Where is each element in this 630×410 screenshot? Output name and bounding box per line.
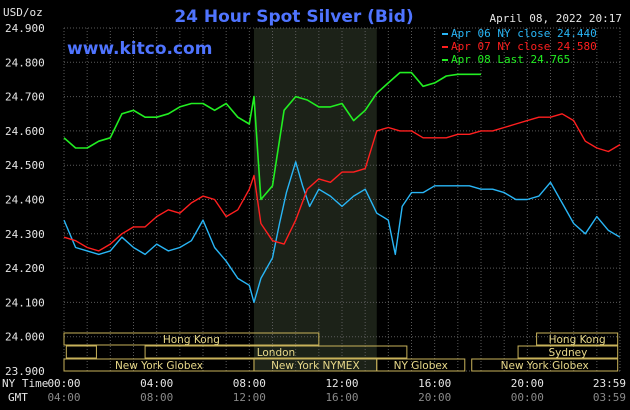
y-tick-label: 24.200 xyxy=(5,262,45,275)
legend-entry: Apr 06 NY close 24.440 xyxy=(451,27,597,40)
y-tick-label: 24.000 xyxy=(5,331,45,344)
legend-entry: Apr 08 Last 24.765 xyxy=(451,53,570,66)
x-tick-label-gmt: 12:00 xyxy=(233,391,266,404)
session-label: Hong Kong xyxy=(549,334,606,346)
y-tick-label: 24.600 xyxy=(5,125,45,138)
x-tick-label-gmt: 03:59 xyxy=(593,391,626,404)
series-line-1 xyxy=(63,161,621,304)
x-tick-label-ny: 16:00 xyxy=(418,377,451,390)
x-tick-label-gmt: 04:00 xyxy=(47,391,80,404)
x-tick-label-gmt: 20:00 xyxy=(418,391,451,404)
x-tick-label-ny: 20:00 xyxy=(511,377,544,390)
y-tick-label: 24.900 xyxy=(5,22,45,35)
y-tick-label: 24.800 xyxy=(5,56,45,69)
gmt-row-label: GMT xyxy=(8,391,28,404)
x-tick-label-gmt: 16:00 xyxy=(325,391,358,404)
website-watermark: www.kitco.com xyxy=(67,39,212,59)
unit-label: USD/oz xyxy=(3,6,43,19)
session-bar xyxy=(65,345,97,359)
y-tick-label: 24.400 xyxy=(5,194,45,207)
x-tick-label-ny: 00:00 xyxy=(47,377,80,390)
y-tick-label: 24.500 xyxy=(5,159,45,172)
x-tick-label-ny: 04:00 xyxy=(140,377,173,390)
chart-title: 24 Hour Spot Silver (Bid) xyxy=(174,7,413,27)
series-line-2 xyxy=(63,113,621,252)
session-label: NY Globex xyxy=(394,360,448,372)
y-tick-label: 24.700 xyxy=(5,91,45,104)
session-bar xyxy=(376,358,466,372)
session-label: New York NYMEX xyxy=(271,360,360,372)
session-label: Sydney xyxy=(548,347,587,359)
y-tick-label: 24.100 xyxy=(5,296,45,309)
x-axis-tick-labels: NY TimeGMT00:0004:0004:0008:0008:0012:00… xyxy=(2,377,626,404)
ny-time-row-label: NY Time xyxy=(2,377,48,390)
x-tick-label-ny: 08:00 xyxy=(233,377,266,390)
y-tick-label: 24.300 xyxy=(5,228,45,241)
session-bar xyxy=(471,358,619,372)
session-label: New York Globex xyxy=(501,360,589,372)
y-tick-label: 23.900 xyxy=(5,365,45,378)
date-stamp: April 08, 2022 20:17 xyxy=(490,12,622,25)
x-tick-label-ny: 12:00 xyxy=(325,377,358,390)
x-tick-label-gmt: 00:00 xyxy=(511,391,544,404)
x-tick-label-ny: 23:59 xyxy=(593,377,626,390)
legend-entry: Apr 07 NY close 24.580 xyxy=(451,40,597,53)
x-tick-label-gmt: 08:00 xyxy=(140,391,173,404)
session-bar xyxy=(517,345,619,359)
session-label: New York Globex xyxy=(115,360,203,372)
grid-lines xyxy=(63,27,621,372)
session-label: London xyxy=(257,347,296,359)
y-axis-tick-labels: 24.900 24.800 24.700 24.600 24.500 24.400 24.3… xyxy=(5,22,45,378)
session-bar xyxy=(144,345,408,359)
session-label: Hong Kong xyxy=(163,334,220,346)
session-bar xyxy=(536,332,619,346)
session-bar xyxy=(63,332,320,346)
price-series-lines xyxy=(63,71,621,304)
series-line-3 xyxy=(63,71,481,201)
